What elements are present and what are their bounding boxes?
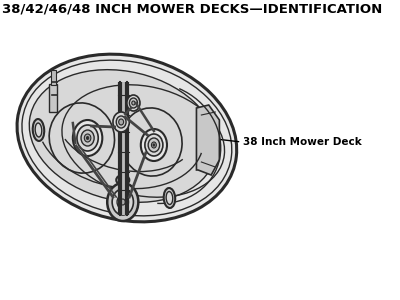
Circle shape (152, 142, 156, 148)
Circle shape (86, 136, 89, 140)
FancyBboxPatch shape (49, 84, 57, 112)
Ellipse shape (33, 119, 44, 141)
Text: 38 Inch Mower Deck: 38 Inch Mower Deck (243, 137, 362, 147)
Circle shape (116, 116, 126, 128)
Circle shape (120, 199, 125, 205)
Circle shape (153, 144, 155, 146)
Text: 38/42/46/48 INCH MOWER DECKS—IDENTIFICATION: 38/42/46/48 INCH MOWER DECKS—IDENTIFICAT… (2, 3, 383, 16)
Circle shape (73, 120, 102, 156)
Ellipse shape (116, 175, 129, 185)
Circle shape (141, 129, 167, 161)
Circle shape (81, 130, 94, 146)
Ellipse shape (49, 103, 114, 173)
Circle shape (77, 125, 98, 151)
Ellipse shape (164, 188, 175, 208)
Circle shape (107, 183, 138, 221)
Circle shape (132, 101, 135, 105)
Circle shape (148, 138, 160, 152)
Ellipse shape (166, 191, 173, 205)
Circle shape (112, 189, 134, 215)
Polygon shape (196, 105, 219, 175)
Ellipse shape (17, 54, 237, 222)
Ellipse shape (22, 60, 232, 216)
Circle shape (127, 95, 140, 111)
Ellipse shape (121, 108, 182, 176)
FancyBboxPatch shape (51, 70, 56, 85)
Circle shape (84, 134, 91, 142)
Circle shape (113, 112, 129, 132)
Ellipse shape (35, 123, 42, 137)
Circle shape (129, 98, 138, 108)
Ellipse shape (29, 70, 216, 202)
Circle shape (145, 134, 163, 156)
Circle shape (119, 119, 124, 125)
Circle shape (117, 195, 128, 209)
